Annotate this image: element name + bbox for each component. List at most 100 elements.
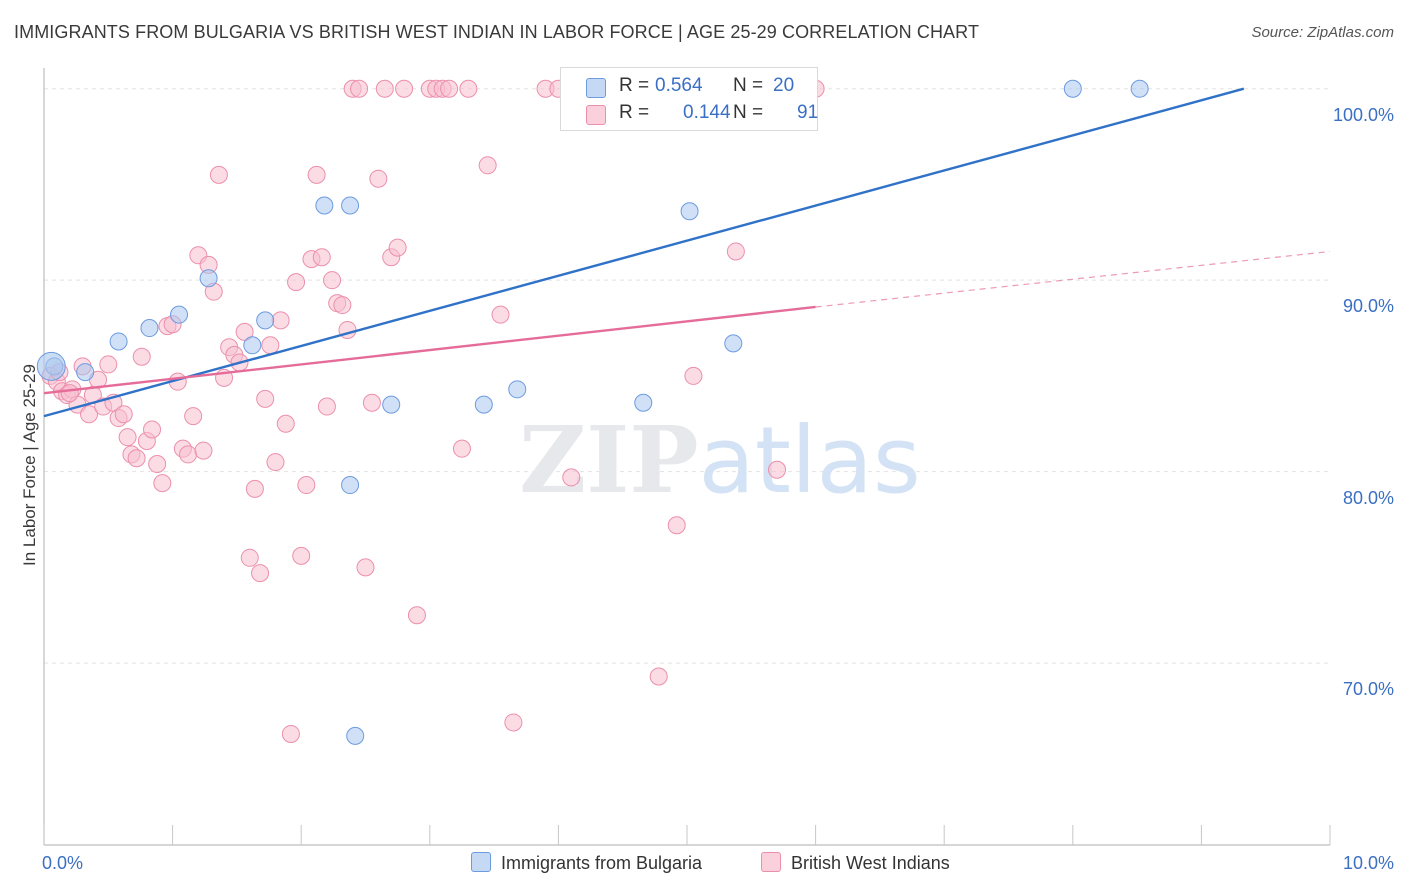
data-point	[474, 395, 493, 414]
data-point	[114, 405, 133, 424]
chart-title: IMMIGRANTS FROM BULGARIA VS BRITISH WEST…	[14, 22, 980, 42]
source-label: Source: ZipAtlas.com	[1251, 24, 1394, 41]
data-point	[768, 460, 787, 479]
data-point	[256, 311, 275, 330]
data-point	[440, 79, 459, 98]
data-point	[109, 332, 128, 351]
stats-legend: R = 0.564 N = 20 R = 0.144 N = 91	[560, 67, 818, 131]
data-point	[235, 322, 254, 341]
data-point	[271, 311, 290, 330]
n-value-bulgaria: 20	[773, 75, 795, 96]
data-point	[184, 407, 203, 426]
trend-line	[43, 305, 816, 395]
data-point	[148, 454, 167, 473]
data-point	[281, 724, 300, 743]
data-point	[256, 389, 275, 408]
data-point	[317, 397, 336, 416]
data-point	[459, 79, 478, 98]
data-point	[245, 479, 264, 498]
data-point	[667, 516, 686, 535]
y-tick-label: 70.0%	[1342, 679, 1394, 700]
legend-item-bwi: British West Indians	[761, 852, 950, 874]
legend-label-bulgaria: Immigrants from Bulgaria	[501, 853, 703, 873]
data-point	[243, 336, 262, 355]
data-point	[323, 271, 342, 290]
data-point	[726, 242, 745, 261]
data-point	[649, 667, 668, 686]
data-point	[266, 453, 285, 472]
data-point	[350, 79, 369, 98]
r-label: R =	[619, 75, 650, 96]
data-point	[680, 202, 699, 221]
data-point	[297, 476, 316, 495]
data-point	[99, 355, 118, 374]
data-point	[170, 305, 189, 324]
data-point	[276, 414, 295, 433]
data-point	[312, 248, 331, 267]
data-point	[346, 726, 365, 745]
trend-extension	[815, 250, 1331, 308]
data-point	[80, 405, 99, 424]
data-point	[369, 169, 388, 188]
data-point	[341, 476, 360, 495]
data-point	[634, 393, 653, 412]
legend-label-bwi: British West Indians	[791, 853, 950, 873]
data-point	[179, 445, 198, 464]
data-point	[452, 439, 471, 458]
data-point	[199, 269, 218, 288]
data-point	[395, 79, 414, 98]
data-point	[132, 347, 151, 366]
data-point	[508, 380, 527, 399]
data-point	[333, 296, 352, 315]
trend-line	[43, 87, 1245, 418]
data-point	[724, 334, 743, 353]
r-value-bwi: 0.144	[683, 102, 731, 123]
data-point	[60, 384, 79, 403]
data-point	[1063, 79, 1082, 98]
legend-swatch-bulgaria	[586, 78, 606, 98]
data-point	[292, 546, 311, 565]
data-point	[1130, 79, 1149, 98]
r-value-bulgaria: 0.564	[655, 75, 703, 96]
data-point	[478, 156, 497, 175]
n-label: N =	[733, 75, 764, 96]
y-tick-label: 90.0%	[1342, 296, 1394, 317]
data-point	[504, 713, 523, 732]
data-point	[118, 428, 137, 447]
data-point	[127, 449, 146, 468]
data-point	[341, 196, 360, 215]
data-point	[315, 196, 334, 215]
n-label: N =	[733, 102, 764, 123]
legend-item-bulgaria: Immigrants from Bulgaria	[471, 852, 702, 874]
data-point	[261, 336, 280, 355]
data-point	[407, 606, 426, 625]
data-point	[356, 558, 375, 577]
data-point	[153, 474, 172, 493]
n-value-bwi: 91	[797, 102, 819, 123]
x-tick-label: 0.0%	[42, 853, 84, 873]
data-point	[382, 395, 401, 414]
data-point	[140, 319, 159, 338]
data-point	[143, 420, 162, 439]
data-point-large	[36, 351, 66, 381]
data-point	[375, 79, 394, 98]
legend-swatch-bulgaria	[471, 852, 491, 872]
data-points	[36, 79, 1149, 745]
data-point	[684, 366, 703, 385]
legend-swatch-bwi	[586, 105, 606, 125]
legend-swatch-bwi	[761, 852, 781, 872]
data-point	[240, 548, 259, 567]
x-tick-label: 10.0%	[1342, 853, 1394, 873]
data-point	[251, 564, 270, 583]
y-tick-label: 80.0%	[1342, 487, 1394, 508]
axes	[43, 68, 1331, 846]
watermark: ZIPatlas	[519, 406, 921, 514]
trend-lines	[43, 87, 1331, 418]
data-point	[562, 468, 581, 487]
data-point	[287, 273, 306, 292]
data-point	[362, 393, 381, 412]
data-point	[388, 238, 407, 257]
y-tick-label: 100.0%	[1332, 104, 1394, 125]
data-point	[491, 305, 510, 324]
